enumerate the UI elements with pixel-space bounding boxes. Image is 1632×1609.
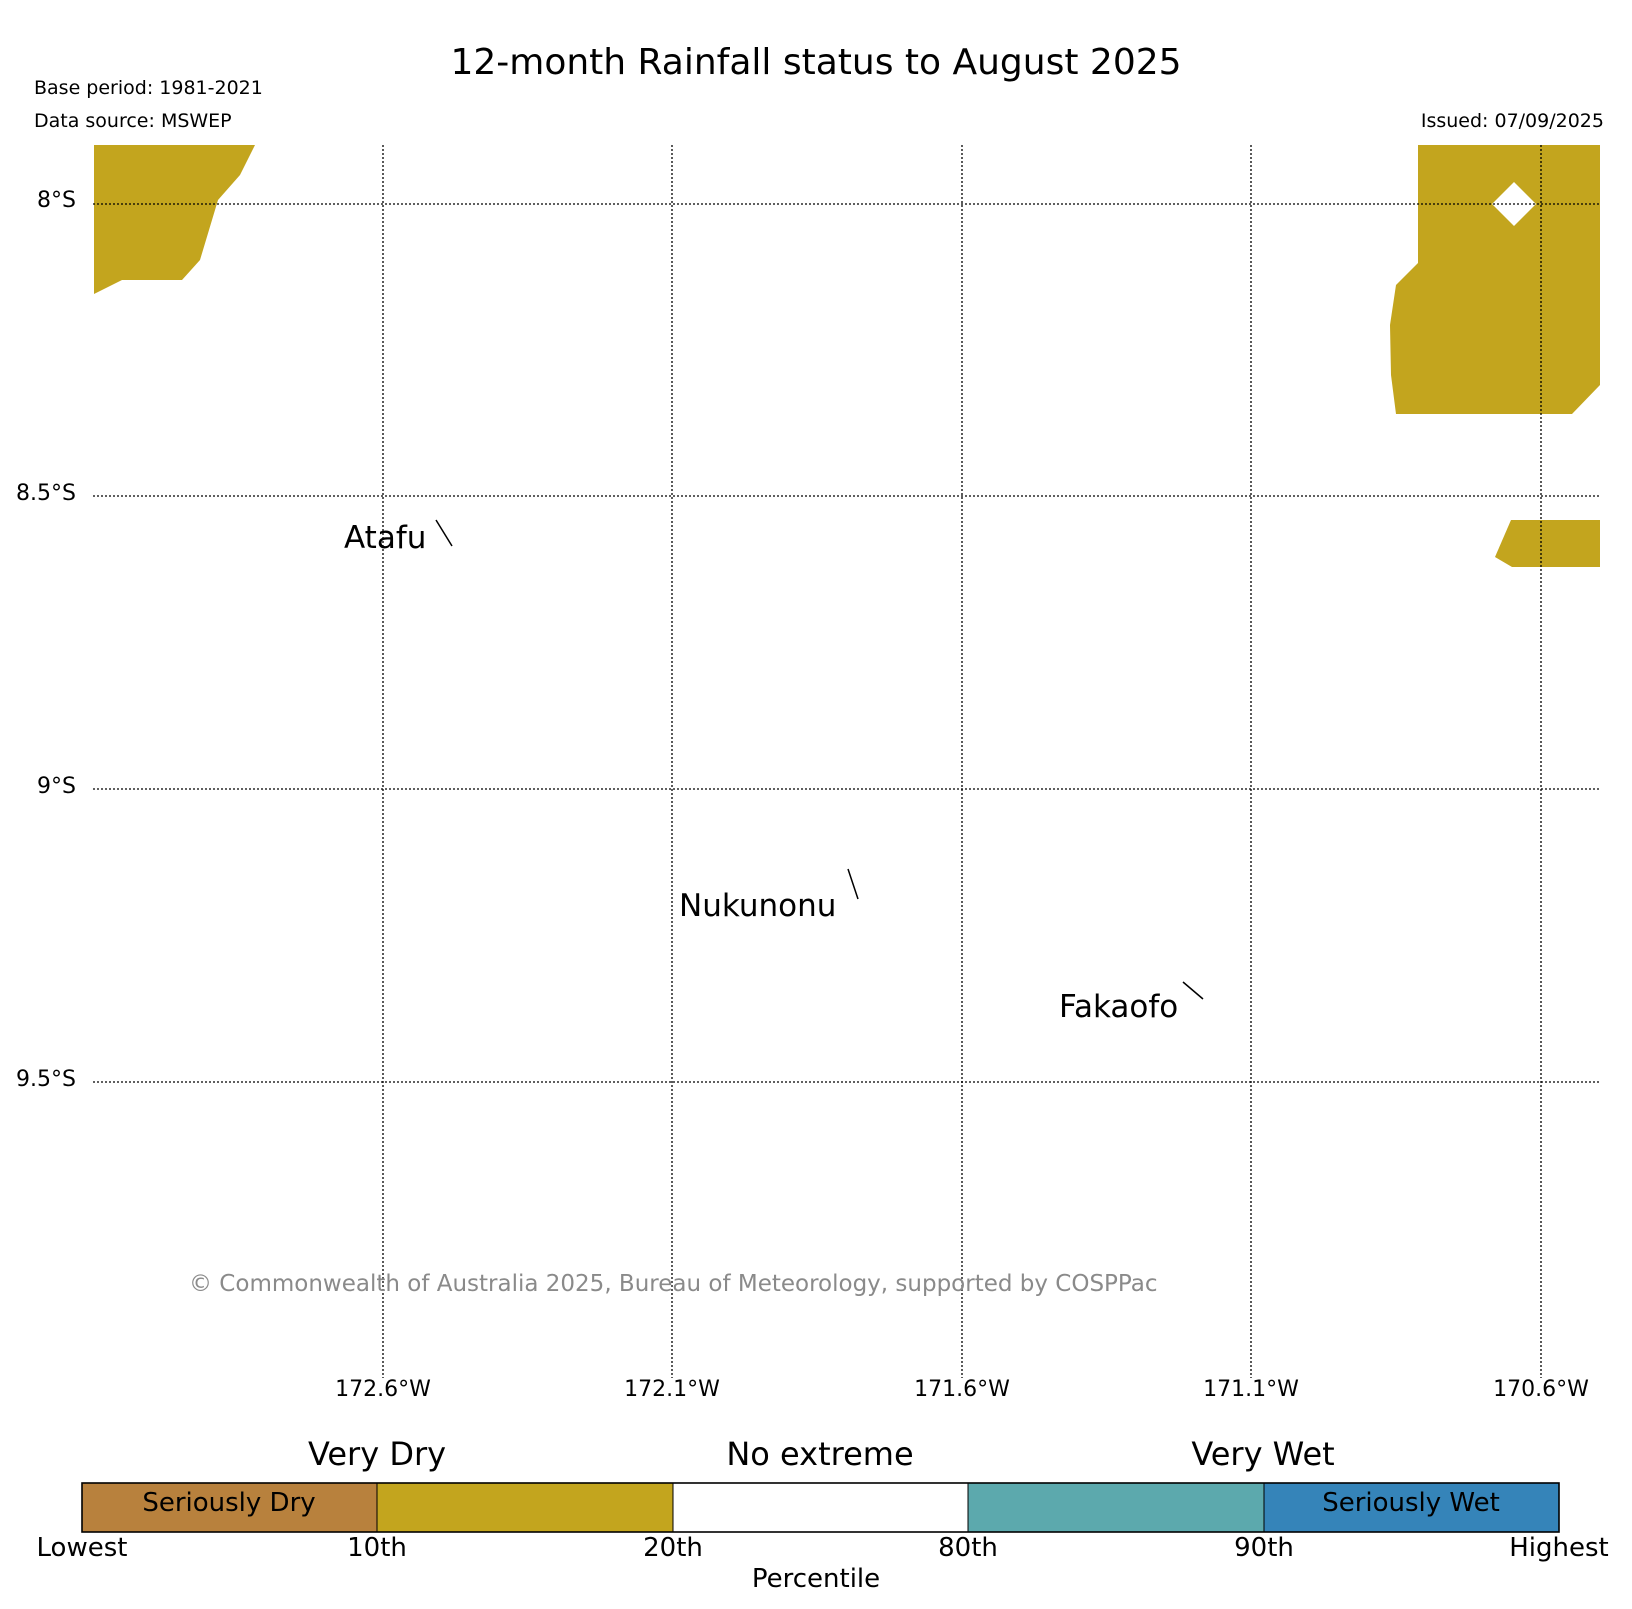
legend-axis-label: Percentile: [751, 1564, 881, 1594]
legend-category-no-extreme: No extreme: [726, 1435, 914, 1473]
legend-colorbar: [81, 1482, 1560, 1533]
legend-swatch-seriously-dry: [82, 1483, 377, 1532]
very-dry-region-northwest: [94, 145, 255, 294]
longitude-gridlines: [382, 145, 1542, 1378]
legend-label-seriously-dry: Seriously Dry: [142, 1488, 316, 1518]
atafu-marker: [435, 519, 453, 547]
island-label-nukunonu: Nukunonu: [679, 888, 837, 924]
legend-swatch-very-wet: [968, 1483, 1264, 1532]
percentile-label-80th: 80th: [938, 1533, 998, 1563]
very-dry-region-east: [1495, 520, 1600, 567]
latitude-gridlines: [93, 203, 1600, 1083]
island-label-atafu: Atafu: [344, 520, 427, 556]
fakaofo-marker: [1182, 981, 1204, 1000]
base-period: Base period: 1981-2021: [34, 77, 263, 99]
lon-label-171-6: 171.6°W: [914, 1377, 1010, 1402]
data-source: Data source: MSWEP: [34, 110, 232, 132]
legend-swatch-very-dry: [377, 1483, 673, 1532]
percentile-label-highest: Highest: [1509, 1533, 1609, 1563]
map-title: 12-month Rainfall status to August 2025: [450, 42, 1182, 83]
lat-label-9: 9°S: [37, 774, 76, 799]
legend-category-very-wet: Very Wet: [1191, 1435, 1335, 1473]
legend-label-seriously-wet: Seriously Wet: [1322, 1488, 1500, 1518]
percentile-label-90th: 90th: [1234, 1533, 1294, 1563]
percentile-label-lowest: Lowest: [36, 1533, 128, 1563]
lat-label-9-5: 9.5°S: [16, 1067, 76, 1092]
legend-category-very-dry: Very Dry: [307, 1435, 447, 1473]
lon-label-172-6: 172.6°W: [335, 1377, 431, 1402]
lon-label-170-6: 170.6°W: [1493, 1377, 1589, 1402]
lon-label-172-1: 172.1°W: [624, 1377, 720, 1402]
lat-label-8: 8°S: [37, 188, 76, 213]
lon-label-171-1: 171.1°W: [1203, 1377, 1299, 1402]
lat-label-8-5: 8.5°S: [16, 481, 76, 506]
nukunonu-marker: [847, 868, 859, 900]
percentile-label-10th: 10th: [347, 1533, 407, 1563]
legend-swatch-no-extreme: [673, 1483, 968, 1532]
percentile-label-20th: 20th: [643, 1533, 703, 1563]
copyright-notice: © Commonwealth of Australia 2025, Bureau…: [189, 1271, 1158, 1297]
island-label-fakaofo: Fakaofo: [1059, 989, 1179, 1025]
very-dry-region-northeast: [1390, 145, 1600, 414]
legend-swatch-seriously-wet: [1264, 1483, 1559, 1532]
issued-date: Issued: 07/09/2025: [1420, 110, 1604, 132]
